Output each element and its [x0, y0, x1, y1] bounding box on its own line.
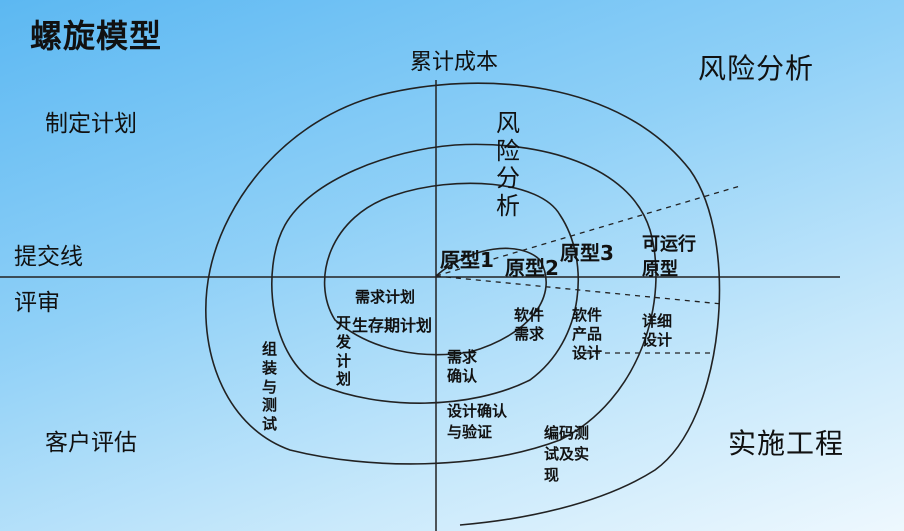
prototype-dashed-lower	[435, 275, 723, 305]
integration-test-char: 测	[262, 396, 278, 415]
prototype-2: 原型2	[505, 256, 559, 280]
cumulative-cost-label: 累计成本	[410, 50, 499, 75]
lifecycle-plan: 生存期计划	[352, 316, 433, 335]
dev-plan-char: 开	[336, 314, 352, 332]
quadrant-planning: 制定计划	[45, 111, 137, 137]
prototype-1: 原型1	[440, 248, 494, 272]
dev-plan-char: 划	[336, 370, 352, 389]
dev-plan-char: 发	[336, 332, 352, 351]
code-test-line-2: 试及实	[544, 445, 590, 463]
and-verify: 与验证	[447, 423, 493, 441]
dev-plan-char: 计	[336, 351, 352, 370]
risk-analysis-char: 析	[496, 191, 520, 220]
page-title: 螺旋模型	[30, 17, 163, 55]
design-confirm: 设计确认	[447, 402, 508, 420]
code-test-line-3: 现	[544, 466, 560, 484]
detailed-design: 详细设计	[642, 312, 673, 349]
risk-analysis-char: 分	[496, 164, 520, 193]
review-label: 评审	[14, 290, 60, 316]
quadrant-risk-analysis: 风险分析	[698, 52, 815, 85]
integration-test-char: 装	[262, 358, 278, 377]
integration-test-char: 组	[262, 340, 278, 358]
code-test-line-1: 编码测	[544, 424, 590, 442]
risk-analysis-vertical: 风险分析	[496, 109, 520, 220]
risk-analysis-char: 险	[496, 136, 520, 165]
requirements-confirm: 需求确认	[447, 348, 478, 385]
prototype-dashed-upper	[435, 185, 741, 277]
requirements-plan: 需求计划	[355, 288, 416, 306]
product-design: 软件产品设计	[572, 306, 603, 362]
dev-plan-vertical: 开发计划	[336, 314, 351, 389]
integration-test-vertical: 组装与测试	[262, 340, 277, 434]
quadrant-customer-evaluation: 客户评估	[45, 430, 137, 456]
submit-line-label: 提交线	[14, 244, 83, 270]
runnable-prototype: 可运行原型	[642, 234, 696, 281]
prototype-3: 原型3	[560, 241, 614, 265]
quadrant-engineering: 实施工程	[728, 427, 845, 460]
integration-test-char: 与	[262, 377, 278, 396]
spiral-curve	[205, 82, 721, 526]
software-requirements: 软件需求	[514, 306, 545, 343]
risk-analysis-char: 风	[496, 109, 520, 137]
integration-test-char: 试	[262, 415, 278, 433]
